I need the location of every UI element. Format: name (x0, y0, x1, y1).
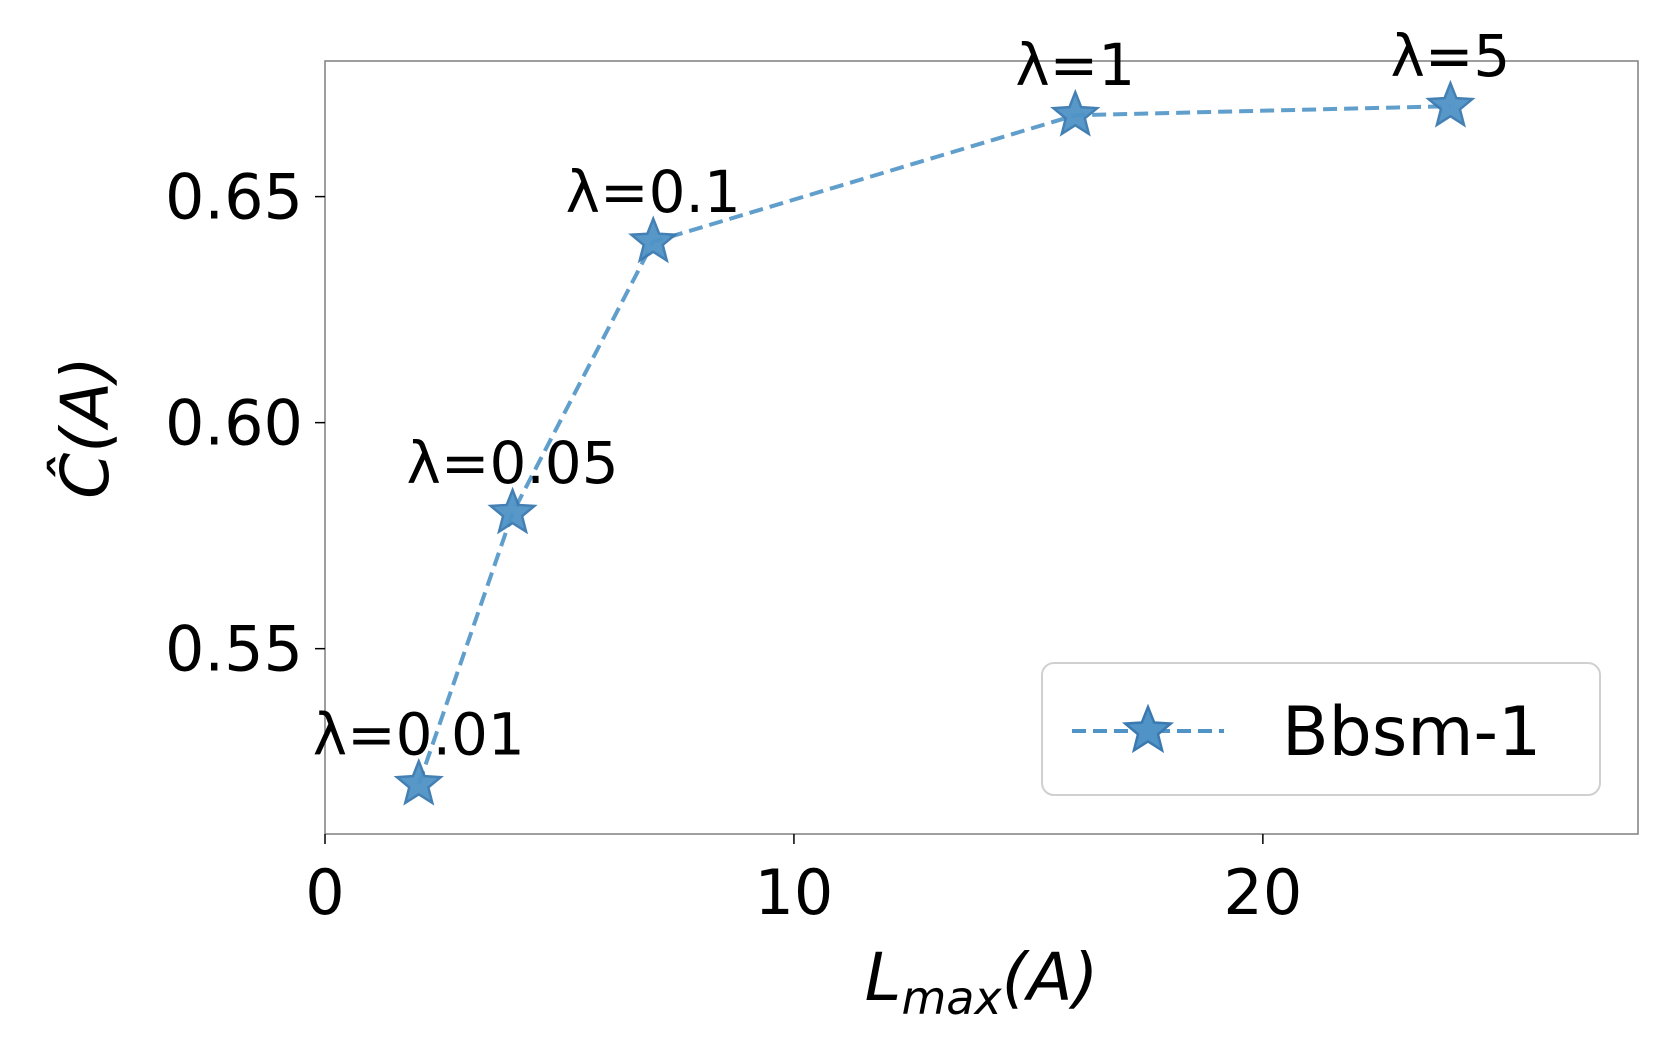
legend-label: Bbsm-1 (1282, 693, 1541, 772)
data-point-star (487, 486, 538, 535)
y-tick-label: 0.60 (165, 387, 303, 460)
data-point-label: λ=0.1 (566, 158, 741, 226)
y-tick-label: 0.65 (165, 161, 303, 234)
legend-box (1041, 662, 1601, 796)
x-tick-label: 0 (305, 856, 344, 929)
plot-frame (324, 60, 1639, 835)
y-axis-label: Ĉ(A) (46, 356, 124, 499)
x-tick-label: 10 (754, 856, 833, 929)
data-point-star (628, 215, 679, 264)
data-point-label: λ=5 (1391, 22, 1511, 90)
plot-area: 0 10 20 0.55 0.60 0.65 Lmax(A) Ĉ(A) λ=0.01 λ=0.05… (46, 22, 1639, 1025)
data-point-label: λ=1 (1015, 31, 1135, 99)
x-axis-label: Lmax(A) (865, 939, 1099, 1025)
legend-star (1121, 703, 1175, 754)
y-tick-label: 0.55 (165, 613, 303, 686)
data-point-star (393, 757, 444, 806)
data-point-label: λ=0.05 (407, 429, 619, 497)
x-tick-label: 20 (1223, 856, 1302, 929)
data-point-star (1050, 88, 1101, 137)
data-point-label: λ=0.01 (313, 700, 525, 768)
data-point-star (1425, 79, 1476, 128)
